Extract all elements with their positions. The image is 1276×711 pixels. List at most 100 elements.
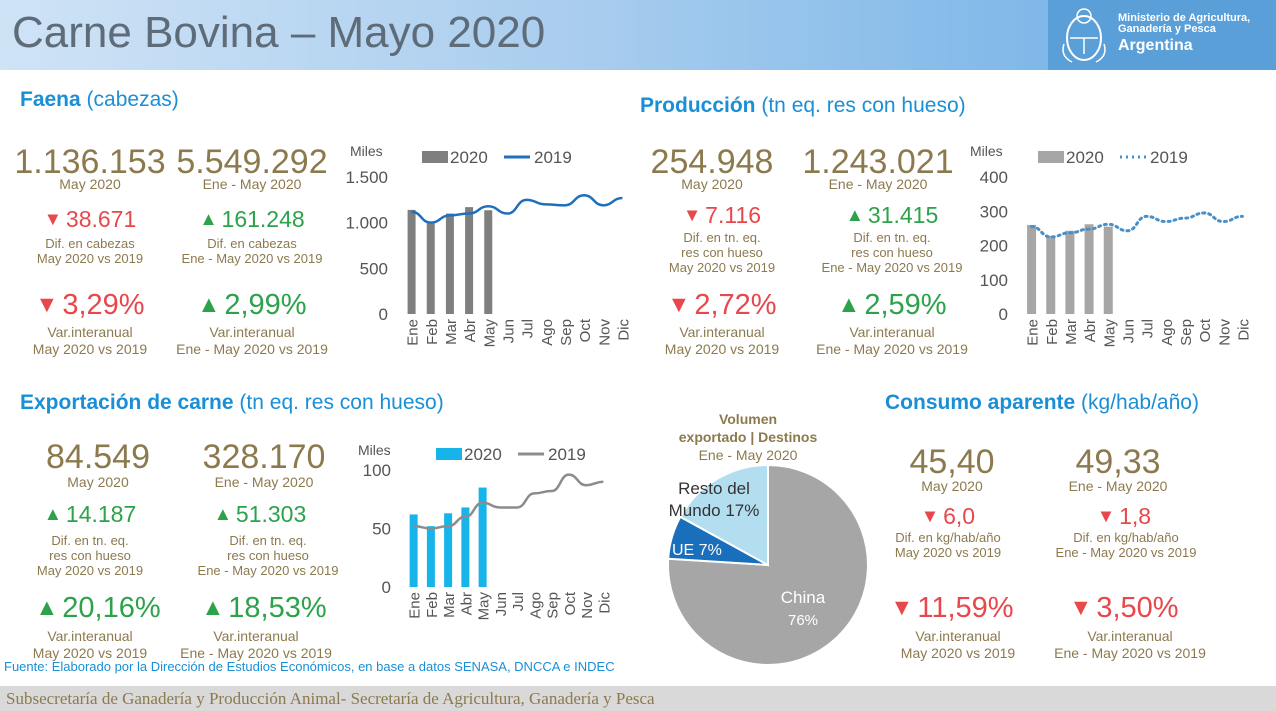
y-tick-label: 300 [980,202,1008,221]
consumo-unit: (kg/hab/año) [1081,391,1199,414]
x-tick-label: Feb [424,319,441,345]
consumo-diff-month-label2: May 2020 vs 2019 [894,545,1002,560]
y-tick-label: 100 [980,271,1008,290]
exportacion-pct-month-label1: Var.interanual [47,628,133,644]
exportacion-diff-ytd-label3: Ene - May 2020 vs 2019 [197,563,339,578]
faena-pct-ytd-label: Var.interanual Ene - May 2020 vs 2019 [172,324,332,358]
faena-pct-month-value: 3,29% [62,289,145,321]
arrow-down-icon: ▼ [920,505,940,527]
consumo-pct-ytd-label1: Var.interanual [1087,628,1173,644]
faena-pct-ytd: ▲ 2,99% [172,289,332,322]
pie-label-ue: UE 7% [672,542,722,559]
legend-label-2019: 2019 [534,148,572,167]
produccion-title-label: Producción [640,94,756,117]
consumo-diff-month-label: Dif. en kg/hab/año May 2020 vs 2019 [868,530,1028,560]
produccion-diff-ytd-label: Dif. en tn. eq. res con hueso Ene - May 20… [812,230,972,275]
exportacion-chart-svg: Miles 0 50 100 Ene Feb Mar Abr May Jun Jul Ago Sep Oc… [358,442,613,620]
line-2019 [411,194,623,224]
units-label: Miles [358,442,391,458]
faena-diff-ytd-value: 161.248 [221,206,305,232]
exportacion-unit: (tn eq. res con hueso) [239,391,444,414]
x-tick-label: Feb [424,592,441,618]
produccion-pct-ytd-label: Var.interanual Ene - May 2020 vs 2019 [812,324,972,358]
x-tick-label: Jul [520,319,537,338]
consumo-pct-ytd: ▼ 3,50% [1044,592,1204,625]
produccion-diff-month: ▼ 7.116 [642,202,802,229]
x-tick-label: Nov [1216,319,1233,346]
footer-text: Subsecretaría de Ganadería y Producción … [6,689,655,708]
faena-pct-month: ▼ 3,29% [10,289,170,322]
x-tick-label: Abr [462,319,479,342]
y-tick-label: 50 [372,520,391,539]
x-tick-label: Mar [443,319,460,345]
legend-label-2020: 2020 [450,148,488,167]
consumo-diff-month-label1: Dif. en kg/hab/año [895,530,1001,545]
arrow-down-icon: ▼ [43,208,62,230]
bar-2020 [407,209,416,314]
consumo-diff-ytd-label2: Ene - May 2020 vs 2019 [1055,545,1197,560]
legend-label-2019: 2019 [1150,148,1188,167]
x-tick-label: Ene [407,592,424,619]
consumo-pct-month-label1: Var.interanual [915,628,1001,644]
exportacion-diff-month-value: 14.187 [65,501,137,527]
produccion-diff-ytd: ▲ 31.415 [812,202,972,229]
produccion-diff-month-label2: res con hueso [681,245,763,260]
consumo-pct-ytd-label: Var.interanual Ene - May 2020 vs 2019 [1050,628,1210,662]
exportacion-title-label: Exportación de carne [20,391,234,414]
x-tick-label: Dic [596,592,613,614]
pie-title-line1: Volumen [718,411,778,427]
ministry-line2: Ganadería y Pesca [1118,23,1216,35]
header-banner: Carne Bovina – Mayo 2020 Ministerio de A… [0,0,1276,70]
produccion-period-ytd: Ene - May 2020 [828,176,928,192]
x-tick-label: Ago [1159,319,1176,346]
exportacion-pct-month: ▲ 20,16% [18,592,178,625]
produccion-pct-ytd-label2: Ene - May 2020 vs 2019 [816,341,968,357]
exportacion-period-month: May 2020 [67,474,129,490]
exportacion-diff-month-label: Dif. en tn. eq. res con hueso May 2020 vs … [10,533,170,578]
y-tick-label: 200 [980,237,1008,256]
exportacion-pct-month-label2: May 2020 vs 2019 [32,645,148,661]
y-tick-label: 400 [980,168,1008,187]
x-tick-label: Mar [1063,319,1080,345]
pie-pct-china: 76% [788,612,818,629]
arrow-up-icon: ▲ [199,208,218,230]
bar-2020 [1027,224,1037,314]
pie-title: Volumen exportado | Destinos Ene - May 2… [648,410,848,464]
consumo-diff-ytd-label: Dif. en kg/hab/año Ene - May 2020 vs 2019 [1046,530,1206,560]
faena-pct-month-label2: May 2020 vs 2019 [32,341,148,357]
bar-2020 [1084,224,1094,314]
x-tick-label: Sep [1178,319,1195,346]
produccion-diff-ytd-label3: Ene - May 2020 vs 2019 [821,260,963,275]
y-tick-label: 0 [999,305,1008,324]
x-tick-label: Nov [596,319,613,346]
arrow-down-icon: ▼ [682,204,702,226]
faena-pct-ytd-label2: Ene - May 2020 vs 2019 [176,341,328,357]
arrow-up-icon: ▲ [197,290,221,317]
exportacion-pct-ytd: ▲ 18,53% [184,592,344,625]
exportacion-diff-ytd-label: Dif. en tn. eq. res con hueso Ene - May 20… [188,533,348,578]
exportacion-period-ytd: Ene - May 2020 [214,474,314,490]
x-tick-label: Sep [545,592,562,619]
x-tick-label: May [1101,319,1118,348]
produccion-pct-month-label: Var.interanual May 2020 vs 2019 [642,324,802,358]
x-tick-label: Nov [579,592,596,619]
faena-diff-month-label1: Dif. en cabezas [45,236,135,251]
units-label: Miles [970,143,1003,159]
y-tick-label: 0 [382,578,391,597]
faena-pct-month-label1: Var.interanual [47,324,133,340]
produccion-title: Producción (tn eq. res con hueso) [640,94,966,118]
consumo-diff-ytd-label1: Dif. en kg/hab/año [1073,530,1179,545]
faena-diff-ytd-label: Dif. en cabezas Ene - May 2020 vs 2019 [172,236,332,266]
faena-unit: (cabezas) [86,88,179,111]
produccion-unit: (tn eq. res con hueso) [761,94,966,117]
y-tick-label: 500 [360,259,388,278]
x-tick-label: Dic [615,319,632,341]
consumo-value-ytd: 49,33 [1075,443,1161,481]
exportacion-diff-ytd-label2: res con hueso [227,548,309,563]
bar-2020 [478,487,487,587]
faena-title: Faena (cabezas) [20,88,179,112]
faena-diff-month-label: Dif. en cabezas May 2020 vs 2019 [10,236,170,266]
x-tick-label: Ago [527,592,544,619]
legend-label-2020: 2020 [464,445,502,464]
x-tick-label: Jul [510,592,527,611]
